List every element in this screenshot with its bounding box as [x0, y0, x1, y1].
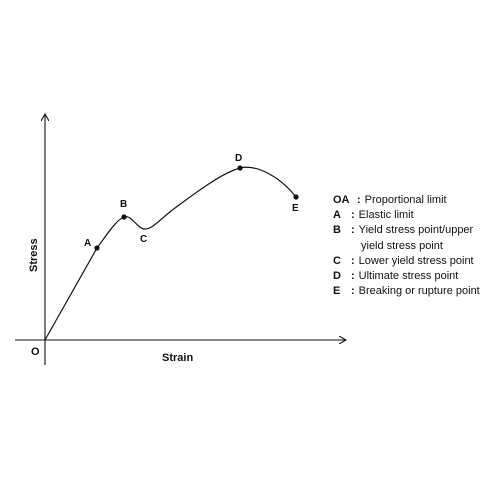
legend-text: Elastic limit — [358, 209, 414, 222]
stress-strain-curve — [44, 166, 297, 341]
legend-key: C — [333, 254, 341, 267]
legend-separator: : — [351, 209, 355, 222]
point-a-label: A — [84, 238, 91, 249]
legend-row-oa: OA : Proportional limit — [333, 193, 480, 208]
legend-separator: : — [351, 270, 355, 283]
point-b-marker — [121, 214, 127, 220]
legend-row-e: E : Breaking or rupture point — [333, 284, 480, 299]
legend-row-b: B : Yield stress point/upper — [333, 223, 480, 238]
legend-row-d: D : Ultimate stress point — [333, 269, 480, 284]
point-a-marker — [94, 245, 100, 251]
legend-separator: : — [351, 285, 355, 298]
point-b-label: B — [120, 199, 127, 210]
legend-key: E — [333, 285, 341, 298]
legend-key: D — [333, 270, 341, 283]
legend-separator: : — [351, 254, 355, 267]
legend-text: yield stress point — [361, 239, 443, 252]
legend-row-b-continuation: yield stress point — [333, 239, 480, 254]
legend: OA : Proportional limit A : Elastic limi… — [333, 193, 480, 299]
y-axis-label: Stress — [28, 238, 40, 272]
legend-text: Ultimate stress point — [358, 270, 459, 283]
point-d-marker — [237, 165, 243, 171]
point-d-label: D — [235, 153, 242, 164]
point-c-label: C — [140, 234, 147, 245]
origin-label: O — [31, 346, 40, 358]
legend-key: OA — [333, 194, 350, 206]
legend-row-a: A : Elastic limit — [333, 208, 480, 223]
legend-text: Proportional limit — [364, 194, 447, 206]
legend-separator: : — [351, 224, 355, 237]
legend-row-c: C : Lower yield stress point — [333, 254, 480, 269]
legend-separator: : — [357, 194, 361, 206]
point-e-label: E — [292, 203, 299, 214]
point-e-marker — [293, 194, 299, 200]
legend-text: Breaking or rupture point — [358, 285, 480, 298]
legend-key: A — [333, 209, 341, 222]
x-axis-label: Strain — [162, 352, 193, 364]
legend-text: Lower yield stress point — [358, 254, 474, 267]
legend-text: Yield stress point/upper — [358, 224, 474, 237]
legend-key: B — [333, 224, 341, 237]
